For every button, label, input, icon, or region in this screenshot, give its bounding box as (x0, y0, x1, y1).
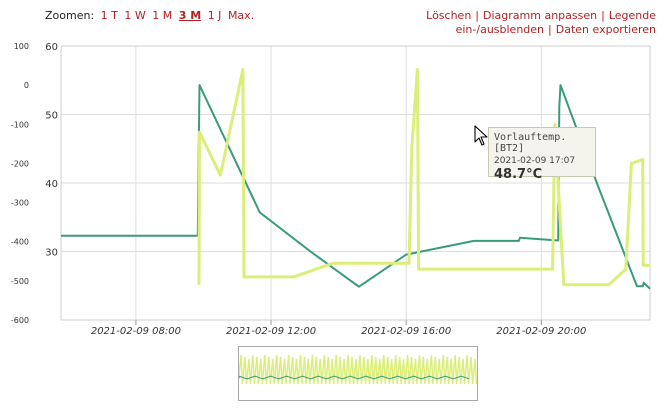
y-tick-label-right: 50 (45, 111, 58, 122)
separator: | (475, 9, 480, 22)
export-data-link[interactable]: Daten exportieren (555, 23, 656, 36)
zoom-label: Zoomen: (45, 9, 95, 22)
series-line[interactable] (197, 68, 650, 287)
y-tick-label-left: 0 (24, 81, 29, 90)
separator: | (548, 23, 552, 36)
y-tick-label-right: 40 (45, 179, 58, 190)
chart-toolbar: Zoomen: 1 T 1 W 1 M 3 M 1 J Max. Löschen… (0, 0, 664, 40)
y-tick-label-left: -600 (11, 316, 29, 325)
x-tick-label: 2021-02-09 20:00 (496, 326, 586, 337)
toggle-legend-link[interactable]: Legende ein-/ausblenden (455, 9, 656, 36)
tooltip-value: 48.7°C (494, 167, 543, 182)
navigator-series (239, 354, 477, 385)
zoom-option-3-months[interactable]: 3 M (178, 9, 202, 22)
clear-link[interactable]: Löschen (426, 9, 472, 22)
navigator-preview[interactable] (239, 347, 477, 400)
y-tick-label-right: 30 (45, 248, 58, 259)
y-tick-label-left: -100 (11, 120, 29, 129)
chart-actions: Löschen | Diagramm anpassen | Legende ein-/a… (296, 9, 656, 37)
x-tick-label: 2021-02-09 16:00 (361, 326, 451, 337)
zoom-option-1-day[interactable]: 1 T (100, 9, 118, 22)
adjust-chart-link[interactable]: Diagramm anpassen (483, 9, 598, 22)
range-navigator[interactable] (238, 346, 478, 401)
tooltip-series: Vorlauftemp. [BT2] (494, 132, 567, 154)
navigator-series (239, 375, 470, 380)
zoom-controls: Zoomen: 1 T 1 W 1 M 3 M 1 J Max. (45, 9, 257, 22)
zoom-option-1-month[interactable]: 1 M (152, 9, 173, 22)
series-line[interactable] (61, 84, 651, 290)
separator: | (601, 9, 605, 22)
zoom-option-1-week[interactable]: 1 W (124, 9, 146, 22)
y-tick-label-left: -300 (11, 199, 29, 208)
y-tick-label-left: 100 (14, 42, 29, 51)
x-tick-label: 2021-02-09 12:00 (226, 326, 316, 337)
y-tick-label-left: -400 (11, 238, 29, 247)
mouse-pointer-icon (474, 125, 488, 146)
y-tick-label-left: -500 (11, 277, 29, 286)
plot-area (60, 45, 651, 321)
y-tick-label-left: -200 (11, 159, 29, 168)
zoom-option-1-year[interactable]: 1 J (207, 9, 222, 22)
x-tick-label: 2021-02-09 08:00 (91, 326, 181, 337)
zoom-option-max[interactable]: Max. (227, 9, 255, 22)
data-tooltip: Vorlauftemp. [BT2] 2021-02-09 17:07 48.7… (488, 127, 596, 182)
axes: 100 0 -100 -200 -300 -400 -500 -600 60 50 40 30 2021… (11, 42, 587, 337)
y-tick-label-right: 60 (45, 42, 58, 53)
series-layer (61, 68, 651, 290)
tooltip-time: 2021-02-09 17:07 (494, 156, 576, 166)
